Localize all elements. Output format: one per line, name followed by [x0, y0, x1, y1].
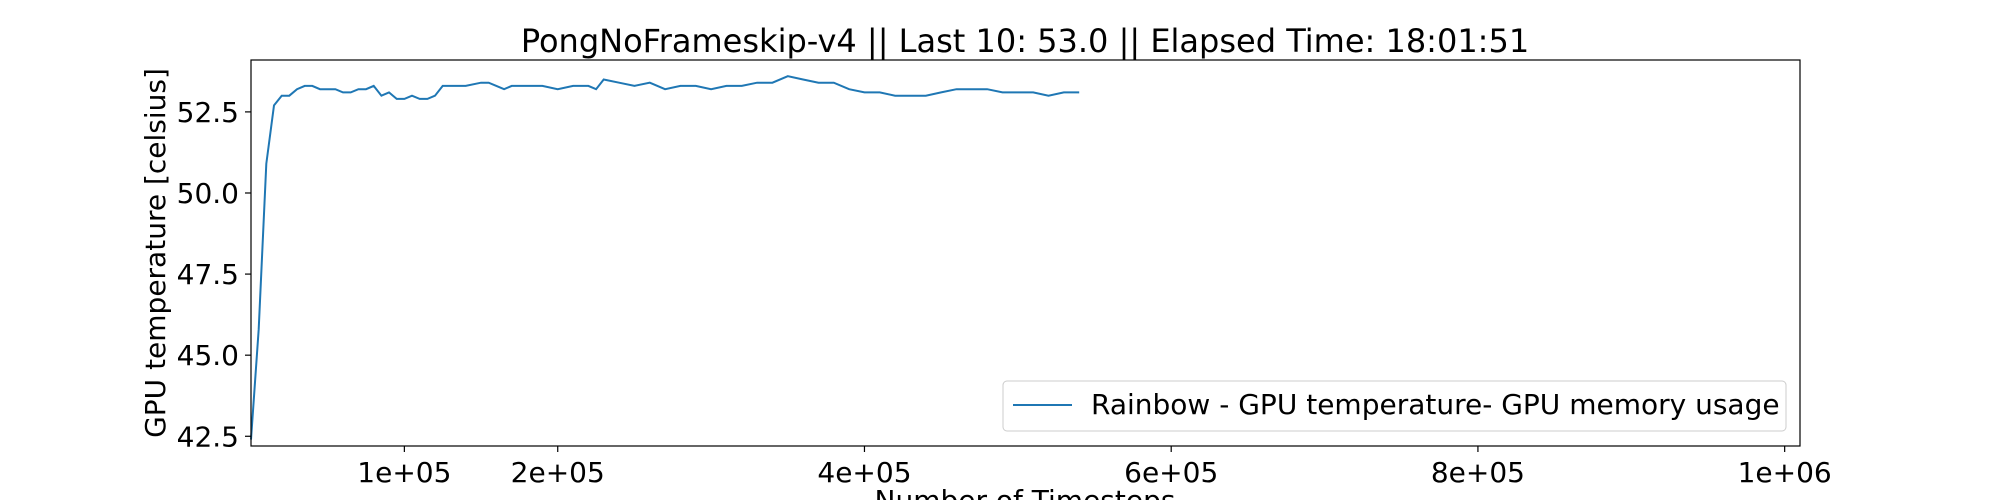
series-layer	[250, 75, 1080, 440]
y-axis-label: GPU temperature [celsius]	[139, 68, 172, 438]
y-tick-label: 45.0	[177, 339, 239, 372]
x-axis-ticks: 1e+05 2e+05 4e+05 6e+05 8e+05 1e+06	[357, 446, 1832, 489]
legend-label: Rainbow - GPU temperature- GPU memory us…	[1091, 388, 1780, 421]
legend: Rainbow - GPU temperature- GPU memory us…	[1002, 380, 1787, 432]
y-axis-ticks: 42.5 45.0 47.5 50.0 52.5	[177, 96, 251, 453]
x-tick-label: 1e+06	[1738, 456, 1832, 489]
x-tick-label: 1e+05	[357, 456, 451, 489]
y-tick-label: 52.5	[177, 96, 239, 129]
series-line-0	[250, 75, 1080, 440]
y-tick-label: 47.5	[177, 258, 239, 291]
chart-title: PongNoFrameskip-v4 || Last 10: 53.0 || E…	[521, 22, 1529, 60]
y-tick-label: 50.0	[177, 177, 239, 210]
x-axis-label: Number of Timesteps	[875, 484, 1176, 500]
legend-box	[1002, 380, 1787, 432]
x-tick-label: 8e+05	[1431, 456, 1525, 489]
x-tick-label: 4e+05	[817, 456, 911, 489]
x-tick-label: 6e+05	[1124, 456, 1218, 489]
y-tick-label: 42.5	[177, 420, 239, 453]
plot-frame	[250, 59, 1801, 447]
x-tick-label: 2e+05	[511, 456, 605, 489]
